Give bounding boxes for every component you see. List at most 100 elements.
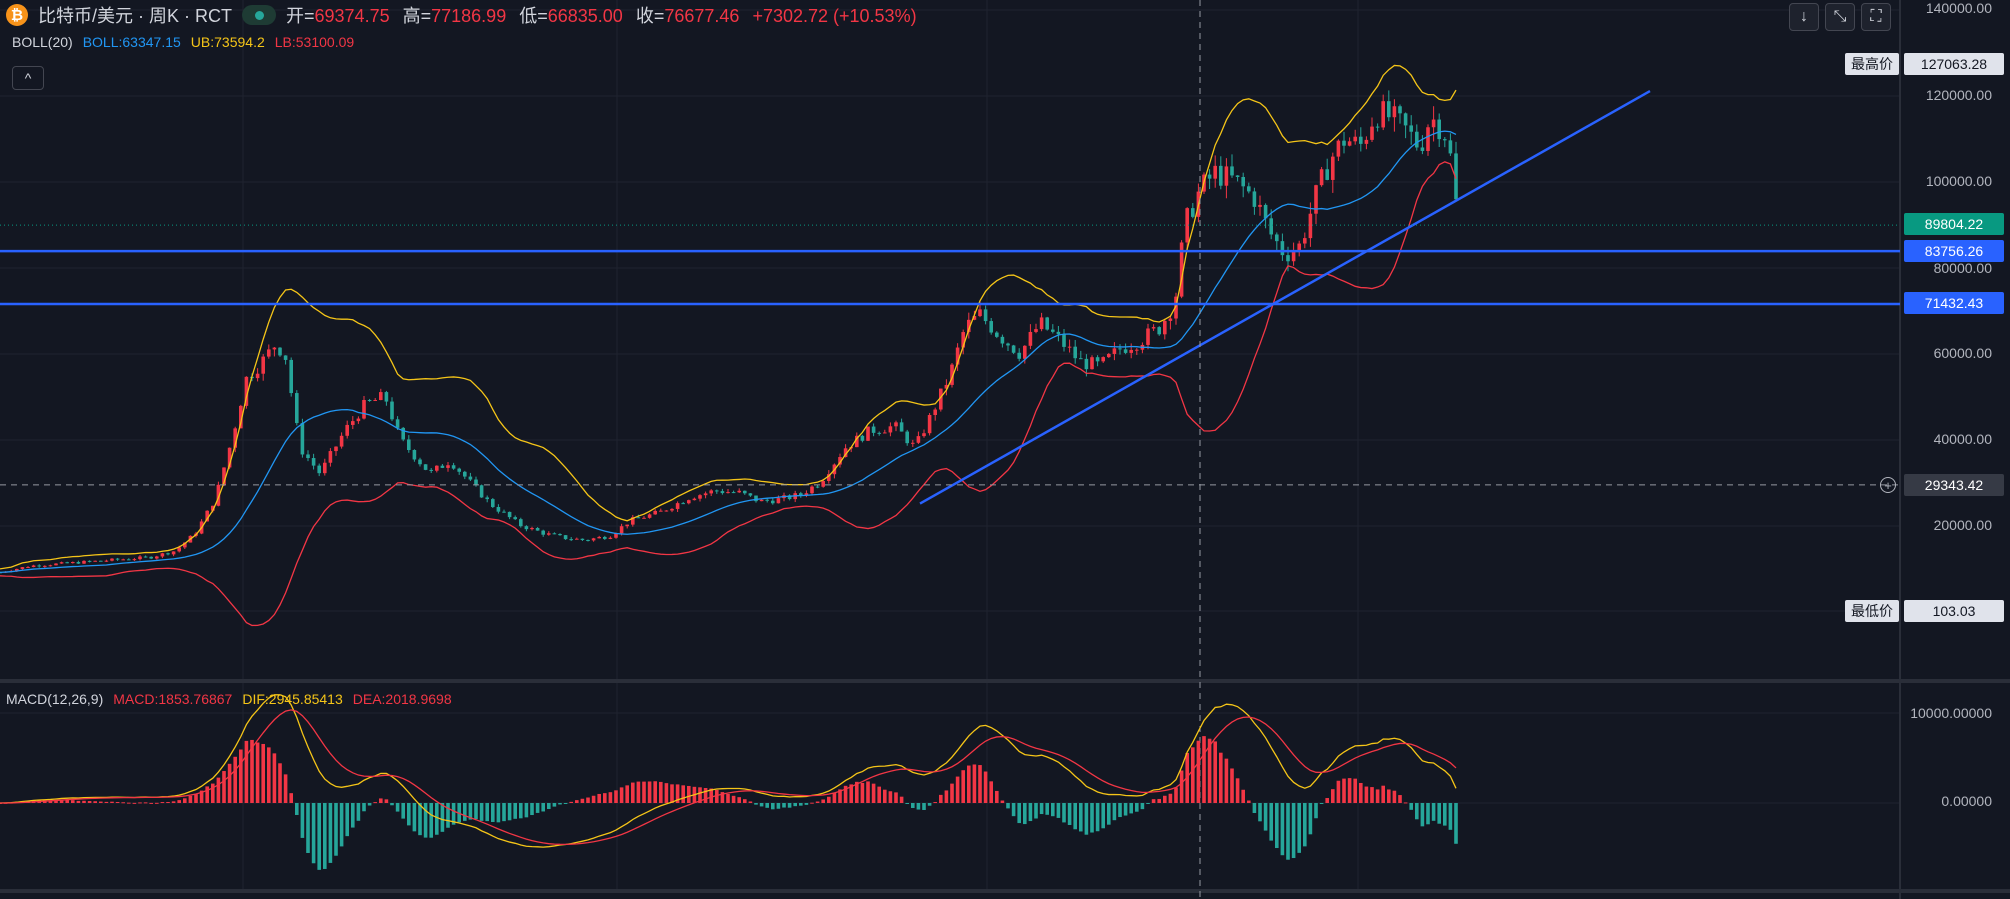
candle-body	[1090, 357, 1094, 370]
macd-label: MACD(12,26,9)	[6, 691, 104, 707]
macd-histogram-bar	[687, 785, 691, 803]
macd-histogram-bar	[1034, 803, 1038, 819]
macd-histogram-bar	[1303, 803, 1307, 847]
macd-histogram-bar	[423, 803, 428, 838]
macd-histogram-bar	[289, 793, 293, 803]
market-status-badge[interactable]	[242, 5, 276, 25]
candle-body	[950, 364, 954, 385]
macd-histogram-bar	[1319, 803, 1324, 804]
symbol-title[interactable]: 比特币/美元 · 周K · RCT	[38, 6, 232, 26]
fullscreen-button[interactable]: ⛶	[1861, 3, 1891, 31]
macd-histogram-bar	[950, 783, 954, 803]
macd-histogram-bar	[379, 798, 383, 803]
price-tick: 100000.00	[1925, 173, 1992, 189]
candle-body	[1034, 329, 1038, 332]
macd-tick: 0.00000	[1941, 793, 1992, 809]
candle-body	[524, 526, 529, 530]
candle-body	[670, 508, 674, 511]
macd-histogram-bar	[1051, 803, 1055, 817]
macd-histogram-bar	[429, 803, 433, 838]
macd-histogram-bar	[782, 803, 786, 808]
line1-price-tag[interactable]: 83756.26	[1904, 240, 2004, 262]
crosshair-add-icon[interactable]: +	[1880, 477, 1896, 493]
candle-body	[205, 510, 209, 522]
collapse-all-button[interactable]: ⤡	[1825, 3, 1855, 31]
macd-histogram-bar	[435, 803, 439, 835]
candle-body	[855, 435, 859, 448]
macd-histogram-bar	[127, 802, 131, 804]
candle-body	[1011, 345, 1016, 353]
dea-value: DEA:2018.9698	[352, 691, 452, 707]
candle-body	[26, 567, 30, 569]
candle-body	[99, 560, 103, 562]
candle-body	[351, 421, 355, 425]
download-button[interactable]: ↓	[1789, 3, 1819, 31]
candle-body	[1163, 320, 1167, 335]
macd-histogram-bar	[591, 795, 596, 803]
boll-legend[interactable]: BOLL(20) BOLL:63347.15 UB:73594.2 LB:531…	[12, 34, 354, 50]
macd-histogram-bar	[345, 803, 349, 837]
macd-histogram-bar	[491, 803, 495, 823]
high-label: 高=	[402, 6, 432, 26]
candle-body	[82, 560, 86, 564]
macd-histogram-bar	[552, 803, 557, 807]
price-tick: 40000.00	[1933, 431, 1992, 447]
candle-body	[1314, 185, 1318, 214]
macd-histogram-bar	[1263, 803, 1268, 831]
candle-body	[429, 469, 433, 471]
candle-body	[1000, 336, 1005, 344]
macd-histogram-bar	[1224, 758, 1229, 803]
macd-tick: 10000.00000	[1910, 705, 1992, 721]
macd-histogram-bar	[283, 774, 288, 803]
macd-histogram-bar	[474, 803, 478, 820]
candle-body	[48, 565, 53, 567]
line2-price-tag[interactable]: 71432.43	[1904, 292, 2004, 314]
macd-histogram-bar	[507, 803, 512, 821]
candle-body	[328, 451, 333, 463]
candle-body	[754, 495, 758, 502]
candle-body	[1017, 352, 1021, 359]
macd-histogram-bar	[1095, 803, 1100, 832]
candle-body	[1123, 349, 1128, 353]
candle-body	[1118, 348, 1122, 350]
macd-legend[interactable]: MACD(12,26,9) MACD:1853.76867 DIF:2945.8…	[6, 691, 452, 707]
candle-body	[558, 534, 562, 536]
macd-histogram-bar	[832, 793, 837, 803]
candle-body	[563, 535, 568, 540]
candle-body	[138, 556, 142, 560]
macd-histogram-bar	[227, 763, 232, 803]
close-label: 收=	[635, 6, 665, 26]
candle-body	[1129, 349, 1133, 353]
candle-body	[31, 565, 36, 568]
macd-histogram-bar	[1370, 787, 1374, 803]
candle-body	[625, 524, 629, 527]
candle-body	[675, 503, 680, 509]
candle-body	[1342, 140, 1346, 146]
candle-body	[709, 490, 713, 494]
macd-histogram-bar	[1364, 786, 1369, 803]
macd-histogram-bar	[463, 803, 467, 821]
candle-body	[1437, 119, 1441, 140]
candle-body	[440, 465, 445, 468]
macd-histogram-bar	[149, 802, 153, 804]
candle-body	[507, 511, 512, 518]
candle-body	[395, 419, 400, 428]
candle-body	[59, 562, 64, 564]
macd-histogram-bar	[1297, 803, 1301, 853]
arrow-down-icon: ↓	[1800, 8, 1808, 25]
collapse-legend-button[interactable]: ^	[12, 66, 44, 90]
macd-histogram-bar	[440, 803, 445, 832]
candle-body	[1347, 141, 1352, 146]
macd-histogram-bar	[384, 799, 389, 803]
candle-body	[692, 498, 697, 501]
boll-lower-band	[0, 161, 1457, 627]
candle-body	[345, 424, 349, 436]
macd-value: MACD:1853.76867	[113, 691, 233, 707]
macd-histogram-bar	[1213, 741, 1217, 803]
candle-body	[799, 493, 803, 496]
candle-body	[703, 493, 708, 496]
macd-histogram-bar	[586, 797, 590, 803]
candle-body	[295, 393, 299, 424]
macd-histogram-bar	[597, 793, 601, 803]
